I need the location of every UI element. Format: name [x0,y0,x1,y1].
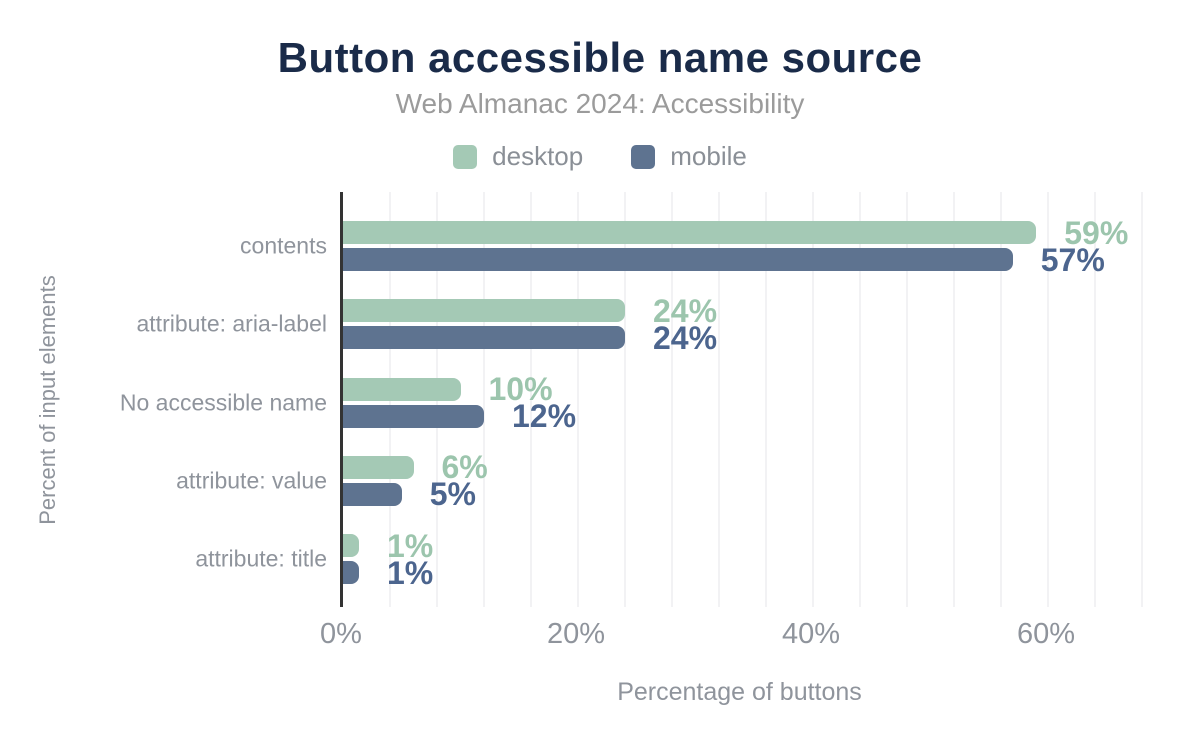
value-label-mobile: 57% [1040,241,1105,278]
gridline [577,192,579,607]
chart-subtitle: Web Almanac 2024: Accessibility [395,88,805,119]
x-axis-tick: 60% [1016,618,1076,650]
gridline [1047,192,1049,607]
category-label: attribute: aria-label [136,310,328,337]
value-label-mobile: 1% [387,554,434,591]
bar-mobile[interactable]: 24% [343,322,717,354]
gridline [624,192,626,607]
gridline [1141,192,1143,607]
value-label-desktop: 24% [653,292,718,329]
x-axis-tick: 0% [320,618,362,650]
bar-mobile[interactable]: 1% [343,557,433,589]
bar-group-5: 1% 1% [343,530,433,589]
bar-group-1: 59% 57% [343,217,1128,276]
x-axis-title: Percentage of buttons [617,678,862,706]
value-label-desktop: 6% [441,449,488,486]
legend-label: mobile [670,141,747,171]
gridline [718,192,720,607]
gridline [671,192,673,607]
gridline [812,192,814,607]
x-axis-tick: 40% [781,618,841,650]
gridline [906,192,908,607]
bar-group-3: 10% 12% [343,373,576,432]
bar-desktop[interactable]: 10% [343,373,553,405]
legend-label: desktop [492,141,584,171]
bar-group-2: 24% 24% [343,295,717,354]
gridline [1094,192,1096,607]
gridline [483,192,485,607]
bar-desktop[interactable]: 24% [343,295,717,327]
bar-desktop[interactable]: 6% [343,451,488,483]
category-label: attribute: value [176,467,327,494]
bar-group-4: 6% 5% [343,451,488,510]
value-label-desktop: 1% [387,527,434,564]
value-label-mobile: 12% [512,398,577,434]
legend-swatch-mobile [631,144,656,169]
bar-mobile[interactable]: 12% [343,400,576,432]
gridline [953,192,955,607]
category-label: contents [240,232,327,259]
legend-item-mobile[interactable]: mobile [631,141,747,172]
category-label: attribute: title [195,545,327,572]
value-label-desktop: 59% [1064,214,1129,251]
x-axis-tick: 20% [546,618,606,650]
bar-desktop[interactable]: 1% [343,530,433,562]
gridline [765,192,767,607]
y-axis-title: Percent of input elements [35,275,60,525]
gridline [859,192,861,607]
value-label-desktop: 10% [488,371,553,407]
value-label-mobile: 24% [653,319,718,356]
bar-desktop[interactable]: 59% [343,217,1128,249]
chart-title: Button accessible name source [277,34,923,81]
bar-mobile[interactable]: 57% [343,244,1105,276]
plot-area: 59% 57% 24% 24% 10% 12% 6% 5% 1% 1% [340,192,1143,607]
legend-swatch-desktop [453,144,478,169]
value-label-mobile: 5% [429,476,476,513]
category-label: No accessible name [119,389,327,415]
gridline [1000,192,1002,607]
bar-mobile[interactable]: 5% [343,478,476,510]
legend-item-desktop[interactable]: desktop [453,141,583,172]
legend: desktop mobile [0,141,1200,172]
gridline [530,192,532,607]
